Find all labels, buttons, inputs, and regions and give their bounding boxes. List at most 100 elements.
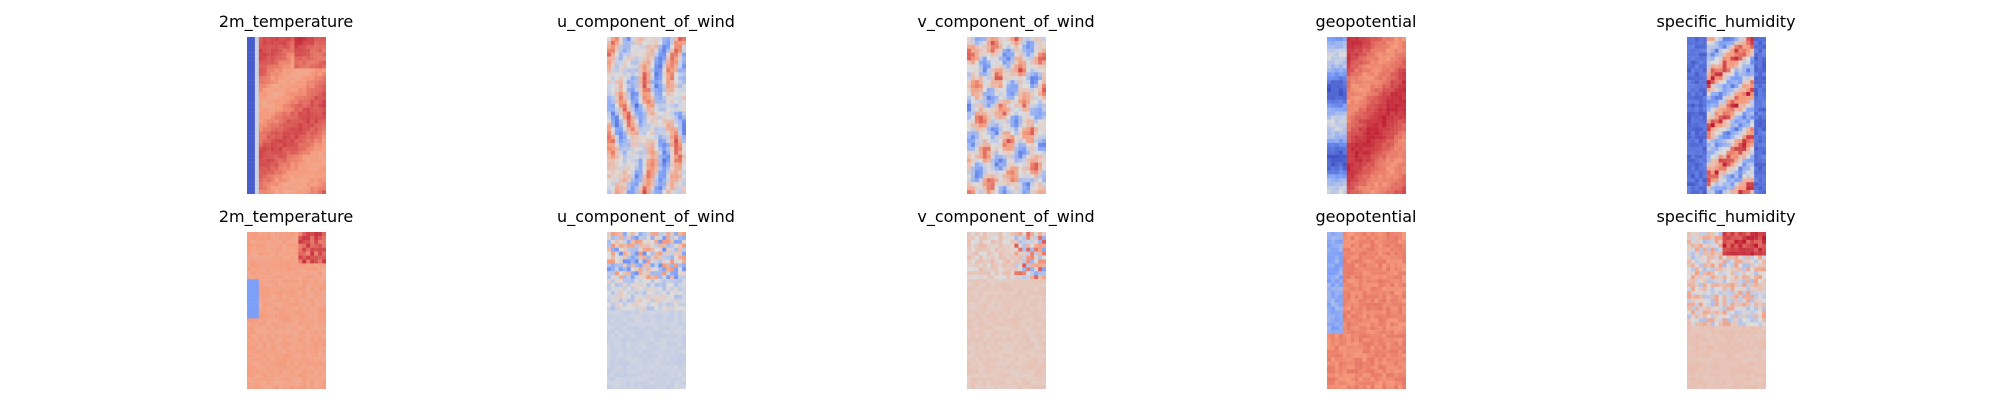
- heatmap-cell: [310, 247, 315, 252]
- heatmap-cell: [1006, 142, 1011, 148]
- heatmap-cell: [1334, 139, 1340, 144]
- heatmap-cell: [1030, 178, 1035, 183]
- heatmap-cell: [1702, 68, 1707, 73]
- heatmap-cell: [262, 119, 267, 124]
- heatmap-cell: [1374, 52, 1379, 57]
- heatmap-cell: [306, 123, 311, 128]
- heatmap-cell: [607, 99, 612, 104]
- heatmap-cell: [1402, 88, 1406, 93]
- heatmap-cell: [626, 107, 631, 112]
- heatmap-cell: [670, 76, 675, 81]
- heatmap-cell: [1734, 186, 1739, 191]
- heatmap-cell: [670, 119, 675, 124]
- heatmap-cell: [1002, 166, 1007, 171]
- heatmap-cell: [290, 377, 295, 382]
- heatmap-cell: [1402, 44, 1406, 49]
- heatmap-cell: [250, 310, 256, 315]
- heatmap-cell: [1730, 95, 1735, 100]
- heatmap-cell: [1714, 119, 1719, 124]
- heatmap-cell: [1338, 48, 1343, 53]
- heatmap-cell: [634, 40, 639, 46]
- heatmap-cell: [247, 154, 252, 159]
- heatmap-cell: [250, 259, 256, 264]
- heatmap-cell: [1327, 40, 1332, 46]
- heatmap-cell: [1710, 142, 1715, 148]
- heatmap-cell: [1327, 88, 1332, 93]
- heatmap-cell: [638, 91, 643, 97]
- heatmap-cell: [1758, 88, 1763, 93]
- heatmap-cell: [1358, 131, 1363, 136]
- heatmap-cell: [1042, 162, 1046, 167]
- heatmap-cell: [294, 170, 299, 175]
- heatmap-cell: [286, 310, 291, 315]
- heatmap-cell: [310, 186, 315, 191]
- heatmap-cell: [278, 170, 283, 175]
- heatmap-cell: [1334, 190, 1340, 194]
- heatmap-cell: [1354, 88, 1359, 93]
- heatmap-cell: [254, 111, 260, 116]
- heatmap-cell: [970, 135, 976, 140]
- heatmap-cell: [1366, 60, 1371, 65]
- heatmap-cell: [1738, 142, 1743, 148]
- heatmap-cell: [1394, 37, 1399, 42]
- heatmap-cell: [607, 186, 612, 191]
- heatmap-cell: [666, 174, 671, 179]
- heatmap-cell: [318, 310, 323, 315]
- heatmap-cell: [1350, 170, 1355, 175]
- heatmap-cell: [294, 99, 299, 104]
- heatmap-cell: [1694, 60, 1700, 65]
- heatmap-cell: [1374, 135, 1379, 140]
- heatmap-cell: [290, 326, 295, 331]
- heatmap-cell: [1370, 158, 1375, 163]
- heatmap-cell: [1687, 158, 1692, 163]
- heatmap-cell: [290, 345, 295, 350]
- heatmap-cell: [1042, 142, 1046, 148]
- heatmap-cell: [986, 64, 991, 69]
- heatmap-cell: [310, 251, 315, 256]
- heatmap-cell: [266, 353, 271, 358]
- heatmap-cell: [302, 178, 307, 183]
- heatmap-cell: [642, 72, 647, 77]
- heatmap-cell: [662, 135, 667, 140]
- heatmap-cell: [642, 131, 647, 136]
- heatmap-cell: [1698, 139, 1703, 144]
- heatmap-cell: [670, 56, 675, 61]
- heatmap-cell: [1362, 80, 1367, 85]
- heatmap-cell: [666, 251, 671, 256]
- heatmap-cell: [670, 178, 675, 183]
- heatmap-cell: [1330, 170, 1336, 175]
- heatmap-cell: [658, 76, 663, 81]
- heatmap-panel: [1687, 37, 1766, 194]
- heatmap-cell: [994, 115, 999, 120]
- heatmap-cell: [970, 115, 976, 120]
- heatmap-cell: [678, 162, 683, 167]
- heatmap-cell: [682, 72, 686, 77]
- heatmap-cell: [1738, 170, 1743, 175]
- heatmap-cell: [1334, 174, 1340, 179]
- heatmap-cell: [262, 60, 267, 65]
- heatmap-cell: [1398, 166, 1403, 171]
- heatmap-cell: [674, 127, 679, 132]
- heatmap-cell: [278, 334, 283, 339]
- heatmap-cell: [286, 357, 291, 362]
- heatmap-cell: [1022, 146, 1027, 152]
- heatmap-cell: [642, 190, 647, 194]
- heatmap-cell: [1022, 48, 1027, 53]
- heatmap-cell: [666, 91, 671, 97]
- heatmap-cell: [622, 263, 627, 268]
- heatmap-cell: [1694, 40, 1700, 46]
- heatmap-cell: [262, 232, 267, 237]
- heatmap-cell: [670, 131, 675, 136]
- heatmap-cell: [994, 60, 999, 65]
- heatmap-cell: [290, 72, 295, 77]
- heatmap-cell: [258, 186, 263, 191]
- heatmap-cell: [314, 259, 319, 264]
- heatmap-cell: [262, 275, 267, 280]
- heatmap-cell: [1746, 150, 1751, 155]
- heatmap-cell: [294, 142, 299, 148]
- heatmap-cell: [250, 64, 256, 69]
- heatmap-cell: [322, 341, 326, 347]
- heatmap-cell: [1726, 115, 1731, 120]
- heatmap-cell: [638, 135, 643, 140]
- heatmap-cell: [286, 84, 291, 89]
